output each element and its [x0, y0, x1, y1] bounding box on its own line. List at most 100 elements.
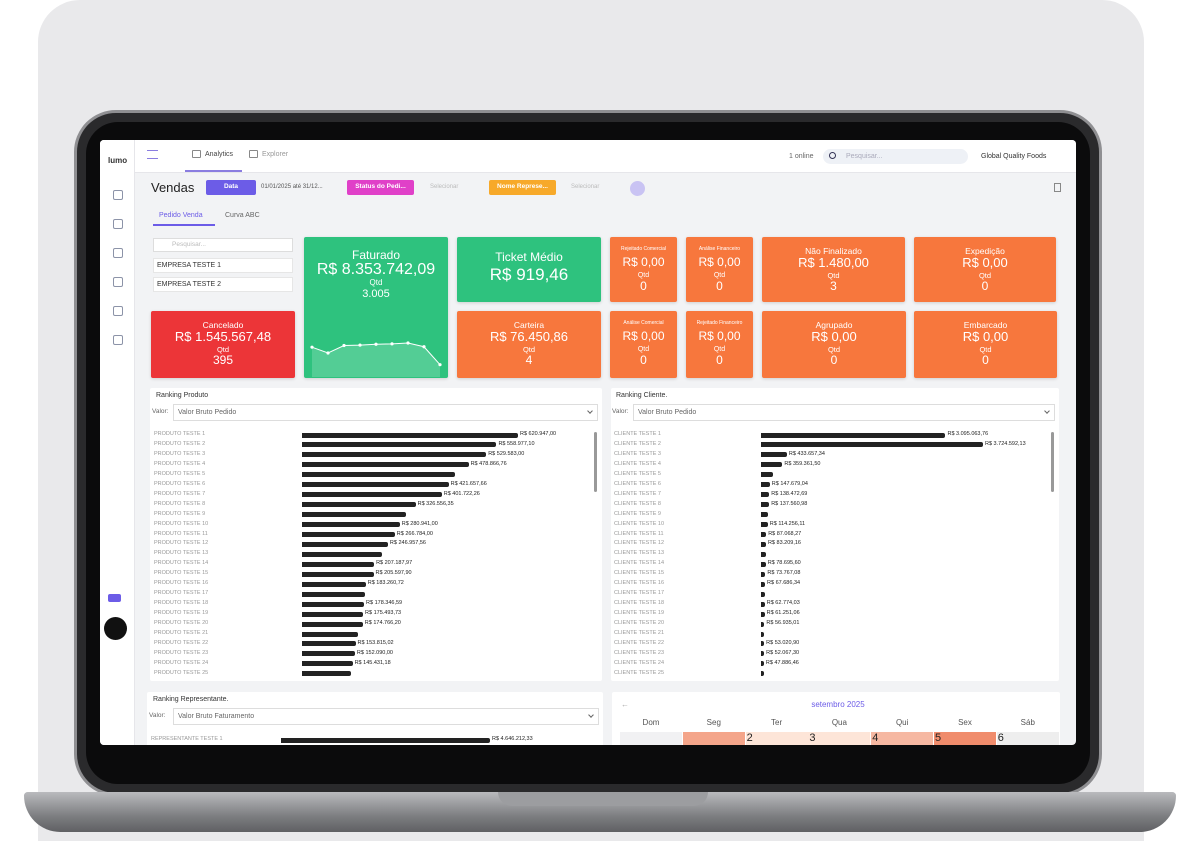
- day-number: 6: [997, 732, 1004, 744]
- ranking-bar: [302, 442, 497, 448]
- row-name: PRODUTO TESTE 16: [154, 580, 209, 587]
- row-value-label: R$ 280.941,00: [401, 520, 438, 527]
- card-qty-label: Qtd: [827, 271, 840, 280]
- search-box[interactable]: [823, 149, 968, 164]
- kpi-card: [686, 237, 753, 302]
- sidebar-icon[interactable]: [113, 190, 123, 200]
- laptop-notch: [498, 792, 708, 806]
- day-cell[interactable]: [996, 732, 1059, 745]
- sparkline-point: [326, 351, 330, 355]
- row-name: PRODUTO TESTE 6: [154, 480, 206, 487]
- field-select[interactable]: [173, 404, 598, 421]
- row-value-label: R$ 529.583,00: [488, 450, 525, 457]
- card-qty-label: Qtd: [637, 346, 650, 353]
- row-name: PRODUTO TESTE 22: [154, 639, 209, 646]
- row-value-label: R$ 3.095.063,76: [947, 431, 989, 437]
- row-value-label: R$ 205.597,90: [375, 570, 412, 577]
- kpi-card: [457, 311, 601, 378]
- filter-value[interactable]: Selecionar: [430, 184, 459, 190]
- app-tab[interactable]: Analytics: [205, 151, 234, 158]
- row-name: PRODUTO TESTE 2: [154, 440, 206, 447]
- card-qty: 0: [640, 353, 647, 367]
- row-name: CLIENTE TESTE 3: [614, 450, 661, 457]
- day-cell[interactable]: [808, 732, 871, 745]
- row-name: PRODUTO TESTE 10: [154, 520, 209, 527]
- subtab[interactable]: Curva ABC: [225, 212, 260, 219]
- row-value-label: R$ 53.020,90: [766, 639, 800, 646]
- ranking-bar: [761, 671, 764, 677]
- card-value: R$ 76.450,86: [489, 329, 569, 344]
- filter-chip[interactable]: [206, 180, 256, 195]
- row-name: PRODUTO TESTE 20: [154, 620, 209, 627]
- ranking-bar: [302, 522, 400, 528]
- day-cell[interactable]: [745, 732, 808, 745]
- ranking-bar: [761, 452, 787, 458]
- row-name: PRODUTO TESTE 23: [154, 649, 209, 656]
- filter-value[interactable]: 01/01/2025 até 31/12...: [261, 184, 323, 190]
- ranking-title: Ranking Cliente.: [616, 392, 668, 399]
- row-name: CLIENTE TESTE 6: [614, 480, 661, 487]
- row-name: CLIENTE TESTE 2: [614, 440, 661, 447]
- filter-chip[interactable]: [347, 180, 414, 195]
- row-value-label: R$ 266.784,00: [396, 530, 433, 537]
- card-value: R$ 0,00: [698, 255, 741, 269]
- company-item[interactable]: [153, 277, 293, 292]
- card-qty: 4: [525, 353, 533, 367]
- sparkline-area: [312, 343, 440, 377]
- user-avatar[interactable]: [104, 617, 127, 640]
- card-qty: 0: [716, 279, 723, 293]
- filter-chip[interactable]: [489, 180, 556, 195]
- field-select[interactable]: [173, 708, 599, 725]
- ranking-title: Ranking Representante.: [153, 696, 229, 703]
- sparkline-point: [358, 343, 362, 347]
- row-value-label: R$ 326.556,35: [417, 500, 454, 507]
- row-name: CLIENTE TESTE 19: [614, 610, 665, 617]
- kpi-card: [762, 311, 906, 378]
- row-name: PRODUTO TESTE 18: [154, 600, 209, 607]
- row-name: PRODUTO TESTE 24: [154, 659, 209, 666]
- company-item[interactable]: [153, 258, 293, 273]
- sidebar-icon[interactable]: [113, 219, 123, 229]
- sidebar-icon[interactable]: [108, 594, 121, 602]
- day-cell[interactable]: [620, 732, 682, 745]
- kpi-card: [762, 237, 905, 302]
- menu-button[interactable]: [147, 150, 158, 159]
- filter-button[interactable]: [630, 181, 645, 196]
- card-value: R$ 0,00: [622, 255, 665, 269]
- ranking-bar: [761, 641, 765, 647]
- row-name: PRODUTO TESTE 8: [154, 500, 206, 507]
- weekday: Seg: [706, 718, 721, 727]
- subtab[interactable]: Pedido Venda: [159, 212, 203, 219]
- search-placeholder: Pesquisar...: [846, 153, 883, 160]
- ranking-bar: [761, 492, 770, 498]
- app-tab[interactable]: Explorer: [262, 151, 289, 158]
- ranking-bar: [761, 472, 773, 478]
- day-cell[interactable]: [682, 732, 745, 745]
- field-select[interactable]: [633, 404, 1055, 421]
- day-cell[interactable]: [871, 732, 934, 745]
- card-qty-label: Qtd: [216, 345, 230, 354]
- company-search[interactable]: [153, 238, 293, 252]
- ranking-bar: [302, 571, 374, 577]
- weekday: Sáb: [1020, 718, 1035, 727]
- sidebar-icon[interactable]: [113, 306, 123, 316]
- ranking-bar: [302, 482, 449, 488]
- row-value-label: R$ 246.957,56: [389, 540, 426, 547]
- sidebar-icon[interactable]: [113, 277, 123, 287]
- row-value-label: R$ 52.067,30: [766, 649, 800, 656]
- ranking-bar: [302, 561, 375, 567]
- sidebar-icon[interactable]: [113, 248, 123, 258]
- row-name: PRODUTO TESTE 1: [154, 431, 206, 437]
- row-value-label: R$ 147.679,04: [771, 480, 808, 487]
- ranking-bar: [302, 591, 365, 597]
- day-cell[interactable]: [934, 732, 996, 745]
- weekday: Dom: [642, 718, 660, 727]
- row-value-label: R$ 174.766,20: [364, 620, 401, 627]
- row-name: PRODUTO TESTE 7: [154, 490, 206, 497]
- row-name: CLIENTE TESTE 9: [614, 510, 661, 517]
- filter-value[interactable]: Selecionar: [571, 184, 600, 190]
- ranking-bar: [761, 532, 767, 537]
- sidebar-icon[interactable]: [113, 335, 123, 345]
- calendar-prev[interactable]: ←: [621, 700, 629, 709]
- row-name: CLIENTE TESTE 8: [614, 500, 661, 507]
